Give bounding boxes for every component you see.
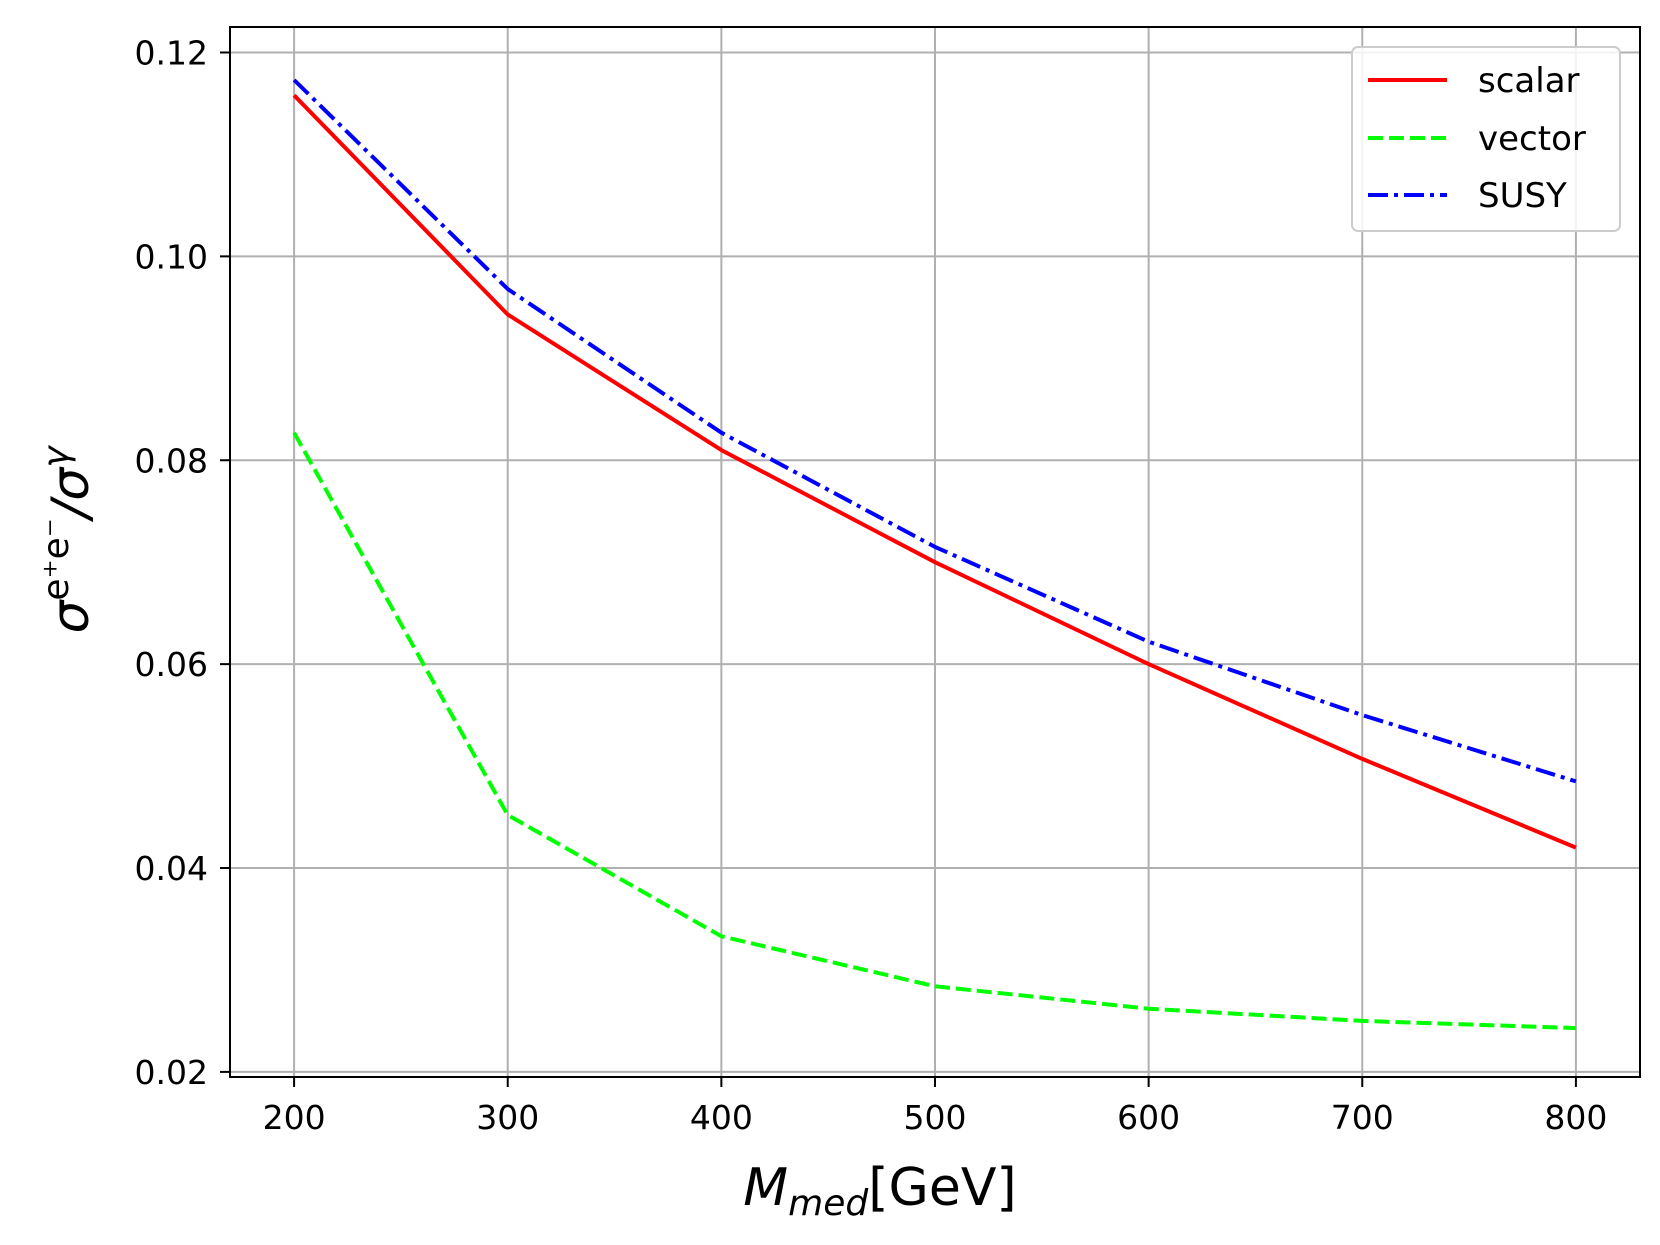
y-tick-label: 0.02 [135,1053,208,1092]
y-tick-label: 0.08 [135,441,208,480]
x-tick-label: 800 [1544,1098,1607,1137]
legend-label-vector: vector [1478,119,1586,159]
legend: scalar vector SUSY [1351,46,1621,232]
series-line-susy [292,78,1577,784]
x-tick-label: 200 [263,1098,326,1137]
y-tick-label: 0.06 [135,645,208,684]
legend-label-scalar: scalar [1478,61,1580,101]
y-tick-label: 0.12 [135,33,208,72]
ticks: 200 300 400 500 600 700 800 0.02 0.04 0.06 0.08 0.1… [135,33,1608,1137]
legend-label-susy: SUSY [1478,176,1567,216]
series-lines [292,78,1577,1031]
y-axis-label: σe⁺e⁻/σγ [36,445,101,634]
series-line-vector [292,431,1576,1031]
legend-box [1351,46,1621,232]
x-tick-label: 500 [904,1098,967,1137]
y-tick-label: 0.04 [135,849,208,888]
series-line-scalar [292,93,1577,850]
x-axis-label: Mmed[GeV] [743,1158,1016,1224]
y-tick-label: 0.10 [135,237,208,276]
grid [230,27,1640,1077]
x-tick-label: 600 [1117,1098,1180,1137]
x-tick-label: 400 [690,1098,753,1137]
x-tick-label: 300 [476,1098,539,1137]
x-tick-label: 700 [1331,1098,1394,1137]
